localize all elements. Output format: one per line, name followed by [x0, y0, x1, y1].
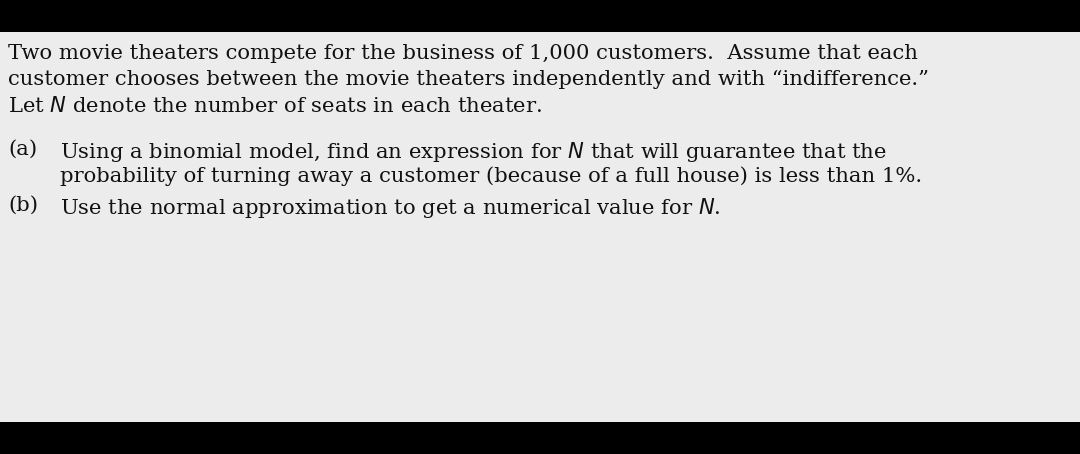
Text: Using a binomial model, find an expression for $N$ that will guarantee that the: Using a binomial model, find an expressi… [60, 140, 887, 164]
Text: Let $N$ denote the number of seats in each theater.: Let $N$ denote the number of seats in ea… [8, 96, 542, 116]
Text: Two movie theaters compete for the business of 1,000 customers.  Assume that eac: Two movie theaters compete for the busin… [8, 44, 918, 63]
Text: customer chooses between the movie theaters independently and with “indifference: customer chooses between the movie theat… [8, 70, 929, 89]
Text: Use the normal approximation to get a numerical value for $N$.: Use the normal approximation to get a nu… [60, 196, 720, 220]
Text: (a): (a) [9, 140, 38, 159]
Bar [0, 422, 1080, 454]
Text: (b): (b) [8, 196, 38, 215]
Text: probability of turning away a customer (because of a full house) is less than 1%: probability of turning away a customer (… [60, 166, 922, 186]
Bar [0, 0, 1080, 32]
